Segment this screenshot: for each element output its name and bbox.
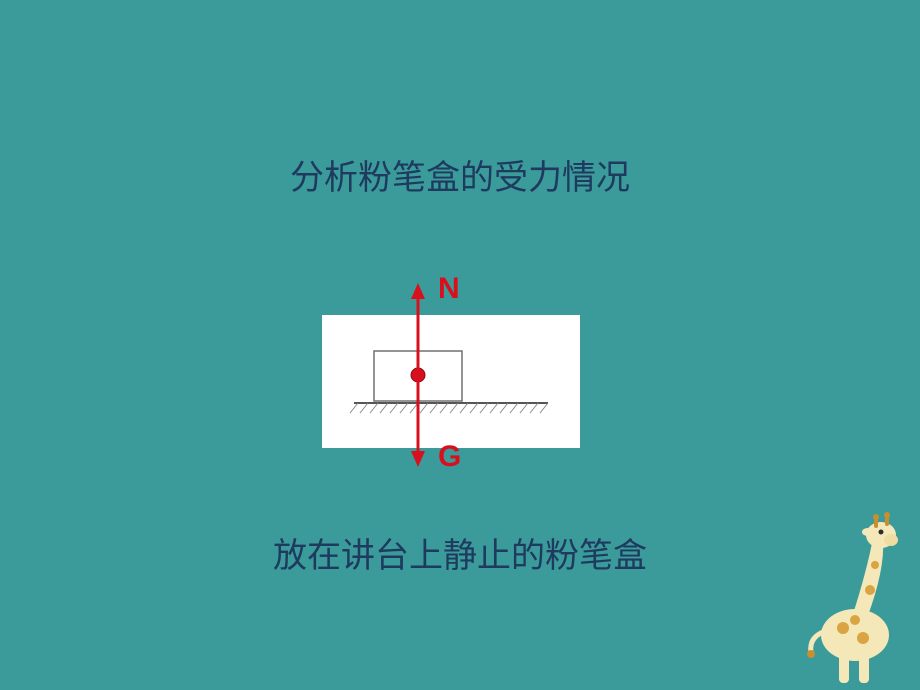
force-diagram (322, 315, 580, 448)
force-N-arrowhead (411, 283, 425, 299)
force-G-label: G (438, 440, 461, 474)
slide: 分析粉笔盒的受力情况 (0, 0, 920, 690)
slide-title: 分析粉笔盒的受力情况 (0, 150, 920, 199)
slide-caption: 放在讲台上静止的粉笔盒 (0, 528, 920, 577)
center-of-mass (411, 368, 425, 382)
force-G-arrowhead (411, 451, 425, 467)
giraffe-icon (795, 510, 910, 685)
force-N-label: N (438, 272, 460, 306)
